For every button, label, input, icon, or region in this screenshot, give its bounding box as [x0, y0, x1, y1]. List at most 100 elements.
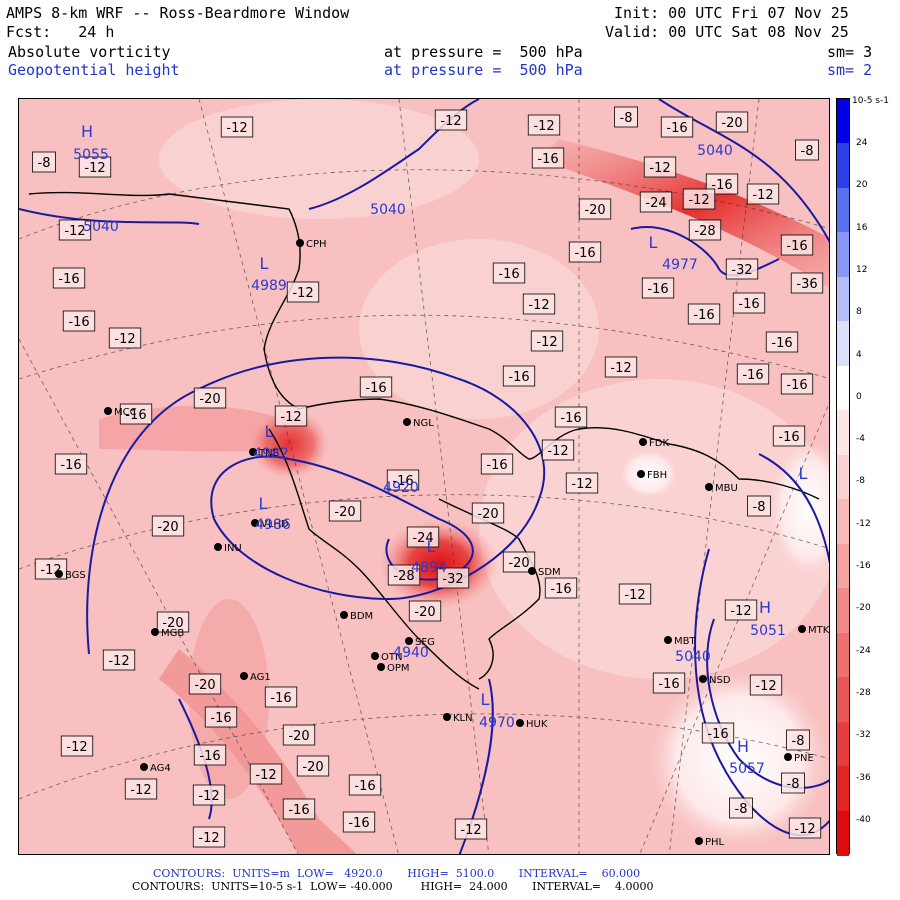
vorticity-contour-label: -16	[780, 234, 814, 256]
vorticity-contour-label: -20	[151, 515, 185, 537]
station-label: INU	[224, 543, 242, 554]
vorticity-contour-label: -16	[736, 363, 770, 385]
colorbar-tick-label: -24	[856, 645, 871, 656]
station-pne: PNE	[784, 753, 814, 764]
vorticity-value: -16	[58, 272, 79, 287]
height-contour-label: 5040	[697, 143, 733, 159]
vorticity-value: -8	[792, 734, 805, 749]
station-sdm: SDM	[528, 567, 561, 578]
station-mcc: MCC	[104, 407, 137, 418]
vorticity-value: -16	[288, 803, 309, 818]
vorticity-value: -16	[742, 368, 763, 383]
colorbar-tick-label: -36	[856, 772, 871, 783]
vorticity-value: -16	[210, 711, 231, 726]
vorticity-contour-label: -16	[660, 116, 694, 138]
vorticity-value: -12	[547, 444, 568, 459]
vorticity-value: -16	[68, 315, 89, 330]
vorticity-value: -12	[292, 286, 313, 301]
vorticity-value: -12	[84, 161, 105, 176]
vorticity-value: -16	[560, 411, 581, 426]
low-center-marker: L	[649, 233, 658, 252]
vorticity-contour-label: -16	[386, 469, 420, 491]
height-labels: 5055 5040 5040 4989 5040 4977 4982 4920 4894 5040…	[73, 122, 807, 777]
vorticity-value: -12	[440, 114, 461, 129]
height-contour-label: 4986	[255, 517, 291, 533]
vorticity-contour-label: -20	[408, 600, 442, 622]
station-phl: PHL	[695, 837, 725, 848]
station-fdk: FDK	[639, 438, 669, 449]
station-label: FDK	[649, 438, 669, 449]
vorticity-map: -12 -12 -12 -8 -16 -20 -12 -8 -16 -12 -8 -16 -12 -12 -…	[19, 99, 829, 854]
vorticity-contour-label: -24	[406, 526, 440, 548]
colorbar	[836, 98, 850, 856]
vorticity-contour-label: -12	[60, 735, 94, 757]
vorticity-contour-label: -20	[328, 500, 362, 522]
vorticity-contour-label: -16	[492, 262, 526, 284]
colorbar-swatch	[837, 143, 849, 189]
vorticity-contour-label: -16	[652, 672, 686, 694]
colorbar-tick-label: 12	[856, 264, 868, 275]
field2-level: at pressure = 500 hPa	[384, 61, 583, 79]
vorticity-value: -12	[114, 332, 135, 347]
vorticity-value: -16	[738, 297, 759, 312]
vorticity-value: -20	[414, 605, 435, 620]
vorticity-value: -24	[412, 531, 433, 546]
station-label: MBU	[715, 483, 738, 494]
vorticity-contour-label: -28	[387, 564, 421, 586]
vorticity-value: -20	[288, 729, 309, 744]
low-center-marker: L	[259, 494, 268, 513]
vorticity-value: -8	[735, 802, 748, 817]
vorticity-value: -8	[787, 777, 800, 792]
vorticity-value: -16	[537, 152, 558, 167]
station-bgs: BGS	[55, 570, 86, 581]
vorticity-value: -20	[334, 505, 355, 520]
vorticity-contour-label: -16	[119, 403, 153, 425]
vorticity-value: -16	[771, 336, 792, 351]
height-contour-info: CONTOURS: UNITS=m LOW= 4920.0 HIGH= 5100…	[153, 867, 641, 880]
station-label: SFG	[415, 637, 435, 648]
station-vlhd: VLHD	[251, 519, 289, 530]
colorbar-swatch	[837, 499, 849, 545]
vorticity-labels: -12 -12 -12 -8 -16 -20 -12 -8 -16 -12 -8 -16 -12 -12 -…	[32, 106, 824, 848]
colorbar-tick-label: 0	[856, 391, 862, 402]
vorticity-value: -16	[786, 378, 807, 393]
vorticity-contour-label: -16	[62, 310, 96, 332]
colorbar-tick-label: 8	[856, 307, 862, 318]
vorticity-contour-label: -16	[348, 774, 382, 796]
vorticity-contour-label: -20	[188, 673, 222, 695]
vorticity-contour-label: -12	[58, 219, 92, 241]
height-contour-label: 4970	[479, 715, 515, 731]
vorticity-value: -12	[66, 740, 87, 755]
colorbar-tick-label: -12	[856, 518, 871, 529]
station-markers: CPH MCC TNB NGL FDK FBH MBU VLHD INU BGS MGB BDM SDM…	[55, 239, 829, 848]
vorticity-contour-label: -16	[282, 798, 316, 820]
field1-level: at pressure = 500 hPa	[384, 43, 583, 61]
vorticity-value: -16	[550, 582, 571, 597]
vorticity-contour-label: -12	[682, 188, 716, 210]
low-center-marker: L	[265, 422, 274, 441]
height-contour-label: 4982	[253, 446, 289, 462]
height-contour-label: 4989	[251, 278, 287, 294]
station-mbu: MBU	[705, 483, 738, 494]
vorticity-value: -12	[198, 831, 219, 846]
vorticity-value: -32	[731, 263, 752, 278]
station-label: NSD	[709, 675, 731, 686]
height-contour-label: 5040	[675, 649, 711, 665]
high-center-marker: H	[81, 122, 93, 141]
vorticity-contour-label: -16	[687, 303, 721, 325]
vorticity-value: -12	[794, 822, 815, 837]
colorbar-swatch	[837, 677, 849, 723]
vorticity-value: -20	[199, 392, 220, 407]
vorticity-value: -12	[649, 161, 670, 176]
vorticity-value: -16	[778, 430, 799, 445]
vorticity-value: -16	[270, 691, 291, 706]
station-kln: KLN	[443, 713, 473, 724]
vorticity-value: -28	[393, 569, 414, 584]
vorticity-contour-label: -8	[729, 797, 753, 819]
low-center-marker: L	[481, 690, 490, 709]
vorticity-contour-label: -12	[749, 674, 783, 696]
vorticity-contour-label: -12	[643, 156, 677, 178]
colorbar-swatch	[837, 454, 849, 501]
colorbar-tick-label: -8	[856, 476, 865, 487]
height-contour-label: 5040	[370, 202, 406, 218]
